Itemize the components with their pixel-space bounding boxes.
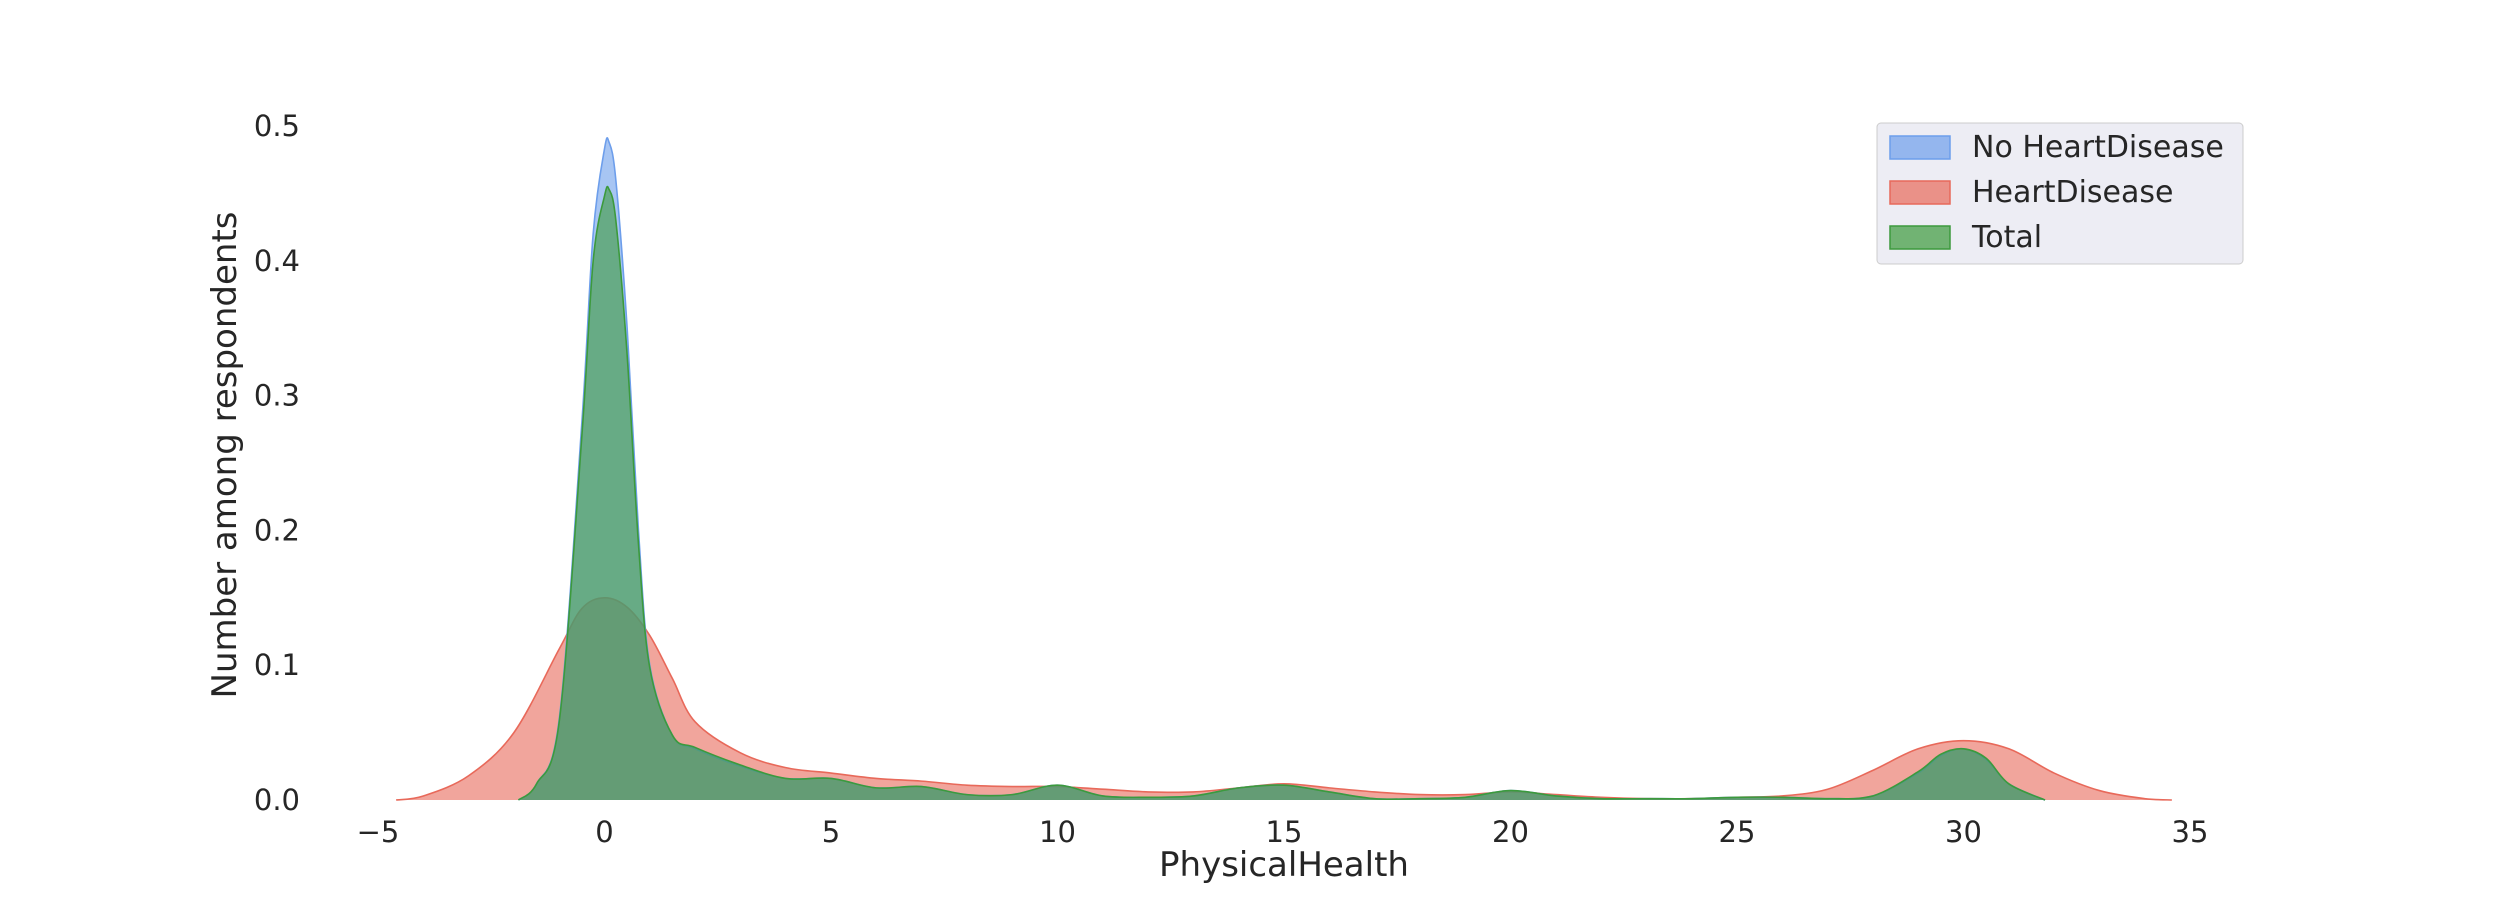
y-tick-label: 0.5 <box>254 109 300 143</box>
legend-label: Total <box>1971 220 2042 255</box>
x-tick-label: 30 <box>1945 815 1982 849</box>
y-tick-label: 0.0 <box>254 783 300 817</box>
legend: No HeartDisease HeartDisease Total <box>1876 122 2244 265</box>
y-tick-label: 0.3 <box>254 379 300 413</box>
plot-area <box>396 137 2172 801</box>
y-tick-label: 0.1 <box>254 648 300 682</box>
x-tick-label: 10 <box>1039 815 1076 849</box>
legend-swatch <box>1889 225 1951 250</box>
x-tick-label: 35 <box>2172 815 2209 849</box>
x-tick-label: 20 <box>1492 815 1529 849</box>
legend-swatch <box>1889 135 1951 160</box>
x-tick-label: 5 <box>822 815 840 849</box>
y-tick-label: 0.4 <box>254 244 300 278</box>
x-tick-label: 15 <box>1266 815 1303 849</box>
y-axis-ticks: 0.0 0.1 0.2 0.3 0.4 0.5 <box>254 109 300 817</box>
y-tick-label: 0.2 <box>254 513 300 547</box>
y-axis-title: Number among respondents <box>205 212 245 699</box>
legend-label: No HeartDisease <box>1972 130 2224 165</box>
x-tick-label: 25 <box>1719 815 1756 849</box>
x-axis-title: PhysicalHealth <box>1159 845 1409 885</box>
series-area-total <box>518 186 2046 800</box>
series-line-total <box>517 185 2046 801</box>
legend-label: HeartDisease <box>1972 175 2174 210</box>
legend-frame <box>1876 122 2244 265</box>
x-tick-label: −5 <box>357 815 400 849</box>
x-tick-label: 0 <box>595 815 613 849</box>
x-axis-ticks: −5 0 5 10 15 20 25 30 35 <box>357 815 2209 849</box>
series-line-no-heartdisease <box>517 137 2046 801</box>
series-area-no-heartdisease <box>518 137 2046 800</box>
legend-swatch <box>1889 180 1951 205</box>
